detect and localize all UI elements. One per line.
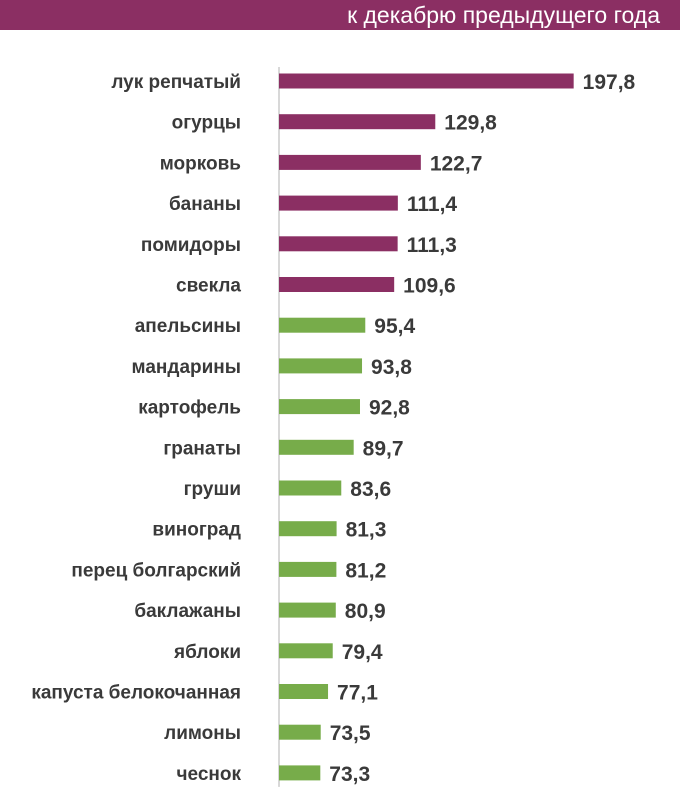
value-label: 73,5	[330, 722, 371, 745]
value-label: 80,9	[345, 600, 386, 623]
bar	[279, 358, 363, 374]
category-label: груши	[184, 479, 241, 500]
value-label: 122,7	[430, 152, 483, 175]
bar	[279, 602, 336, 618]
category-label: бананы	[169, 194, 241, 215]
category-label: чеснок	[176, 764, 241, 785]
category-label: морковь	[160, 153, 241, 174]
value-label: 77,1	[337, 682, 378, 705]
bar	[279, 277, 395, 292]
value-label: 95,4	[374, 315, 415, 338]
value-label: 111,4	[407, 193, 458, 216]
category-label: яблоки	[173, 642, 241, 663]
category-label: огурцы	[172, 113, 241, 134]
value-label: 81,3	[346, 519, 387, 542]
bar	[279, 561, 337, 577]
bar	[279, 236, 398, 252]
chart-title: к декабрю предыдущего года	[347, 2, 660, 28]
value-label: 83,6	[350, 478, 391, 501]
category-label: помидоры	[141, 235, 241, 256]
bar	[279, 724, 321, 740]
category-label: виноград	[152, 520, 241, 541]
value-label: 129,8	[444, 112, 497, 135]
bar	[279, 765, 321, 781]
header-bar: к декабрю предыдущего года	[0, 0, 680, 30]
category-label: картофель	[138, 398, 241, 419]
category-label: перец болгарский	[71, 560, 241, 581]
bar	[279, 439, 354, 455]
bar	[279, 154, 421, 170]
category-label: мандарины	[132, 357, 241, 378]
bar	[279, 73, 574, 89]
value-label: 81,2	[345, 559, 386, 582]
value-label: 92,8	[369, 397, 410, 420]
category-label: баклажаны	[134, 601, 241, 622]
value-label: 109,6	[403, 275, 456, 298]
bar	[279, 684, 329, 699]
category-label: капуста белокочанная	[31, 683, 241, 704]
category-label: апельсины	[135, 316, 241, 337]
category-label: гранаты	[163, 438, 241, 459]
value-label: 89,7	[363, 437, 404, 460]
value-label: 79,4	[342, 641, 383, 664]
category-label: лимоны	[164, 723, 241, 744]
category-label: свекла	[176, 276, 241, 297]
bar	[279, 317, 366, 333]
bar	[279, 399, 360, 415]
bar	[279, 521, 337, 537]
bar	[279, 480, 342, 496]
category-label: лук репчатый	[111, 72, 241, 93]
value-label: 73,3	[329, 763, 370, 786]
bar	[279, 195, 398, 211]
value-label: 111,3	[407, 234, 457, 257]
bar	[279, 114, 436, 130]
value-label: 197,8	[583, 71, 636, 94]
value-label: 93,8	[371, 356, 412, 379]
bar	[279, 643, 333, 659]
